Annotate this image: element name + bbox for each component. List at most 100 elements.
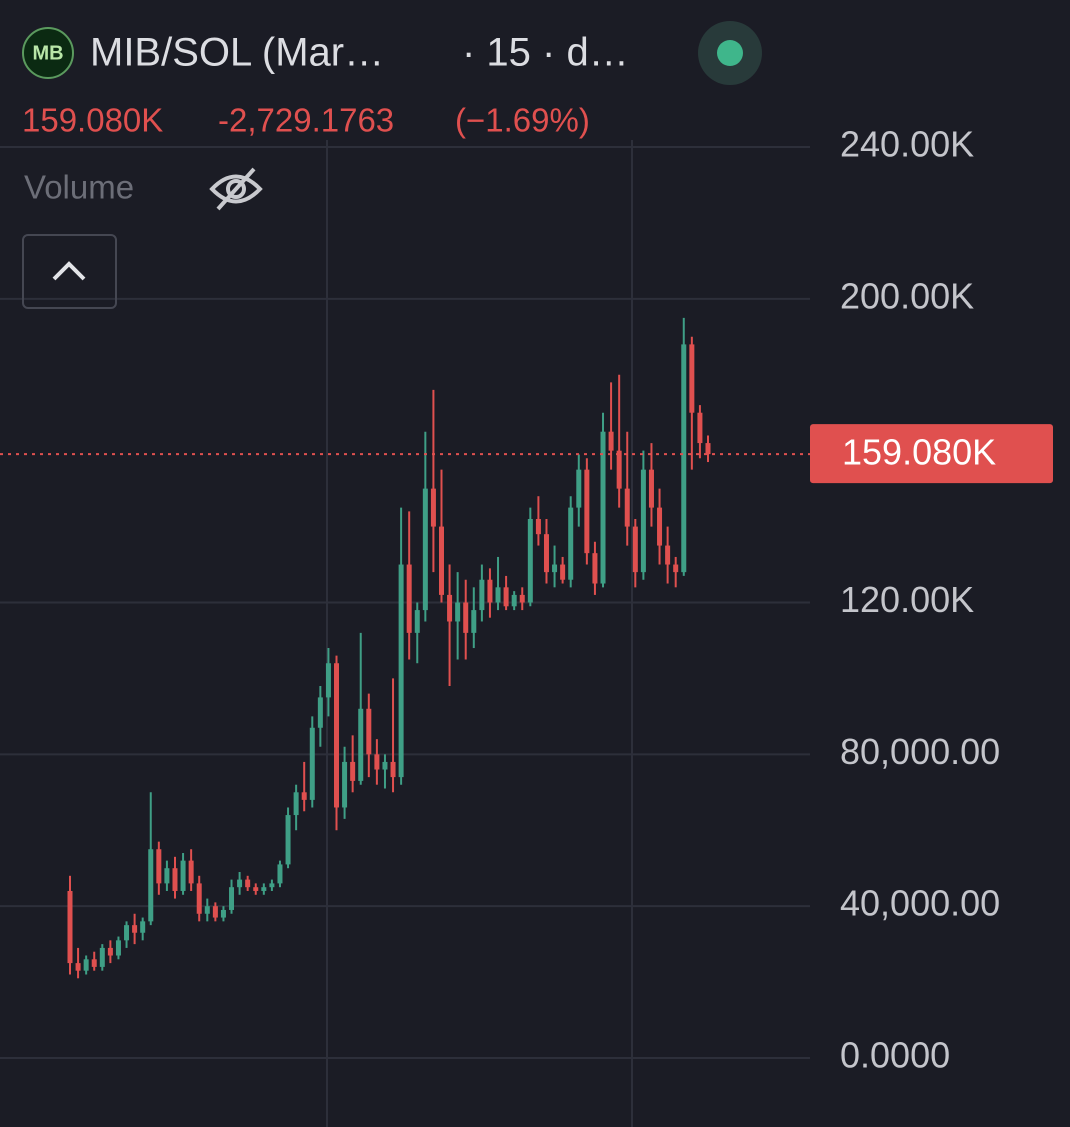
interval: · 15 · d… [462, 31, 629, 75]
candle-body [245, 879, 251, 888]
last-price-badge [810, 424, 1053, 484]
candle-body [67, 890, 73, 964]
candle-body [293, 792, 299, 816]
candle-body [422, 488, 428, 611]
change-pct: (−1.69%) [455, 102, 590, 139]
candle-body [156, 849, 162, 884]
candle-body [632, 526, 638, 573]
candle-body [382, 761, 388, 770]
chevron-up [52, 261, 86, 281]
candle-body [455, 602, 461, 622]
collapse-button[interactable] [22, 234, 117, 309]
change: -2,729.1763 [218, 102, 394, 139]
candle-body [237, 879, 243, 888]
candle-body [350, 761, 356, 781]
candle-body [229, 887, 235, 910]
last-price: 159.080K [22, 102, 163, 139]
candle-body [148, 849, 154, 922]
candle-body [705, 443, 711, 455]
candle-body [164, 868, 170, 884]
candle-body [390, 761, 396, 778]
candle-body [438, 526, 444, 595]
candle-body [608, 431, 614, 451]
y-tick-label: 80,000.00 [840, 731, 1000, 772]
candle-body [503, 587, 509, 607]
candle-body [220, 909, 226, 918]
candle-body [91, 959, 97, 967]
candle-body [665, 545, 671, 565]
y-tick-label: 120.00K [840, 579, 974, 620]
hide-icon[interactable] [209, 167, 263, 211]
y-tick-label: 0.0000 [840, 1035, 950, 1076]
candle-body [624, 488, 630, 527]
candle-body [543, 534, 549, 573]
candle-body [172, 868, 178, 891]
symbol-icon-text: MB [32, 42, 63, 64]
candle-body [398, 564, 404, 778]
indicator-label: Volume [24, 169, 134, 206]
candle-body [132, 925, 138, 933]
candle-body [495, 587, 501, 603]
candle-body [616, 450, 622, 489]
candle-body [648, 469, 654, 508]
y-tick-label: 40,000.00 [840, 883, 1000, 924]
candle-body [253, 887, 259, 891]
candle-body [115, 940, 121, 956]
candle-body [414, 610, 420, 633]
chart-title: MIB/SOL (Mar… [90, 31, 384, 75]
candle-body [681, 344, 687, 573]
candle-body [519, 594, 525, 603]
candle-body [301, 792, 307, 800]
candle-body [309, 727, 315, 800]
candle-body [374, 754, 380, 770]
candle-body [196, 883, 202, 914]
candle-body [600, 431, 606, 584]
candle-body [406, 564, 412, 633]
candle-body [463, 602, 469, 633]
candle-body [640, 469, 646, 573]
plot [67, 317, 711, 979]
candle-body [511, 594, 517, 607]
candle-body [657, 507, 663, 546]
last-price-label: 159.080K [842, 432, 996, 473]
status-dot [717, 40, 743, 66]
candle-body [99, 947, 105, 967]
candle-body [447, 594, 453, 622]
candle-body [83, 959, 89, 971]
candle-body [358, 708, 364, 781]
symbol-icon [22, 27, 74, 79]
candle-body [317, 697, 323, 728]
candle-body [673, 564, 679, 573]
candle-body [269, 883, 275, 888]
candle-body [697, 412, 703, 444]
candle-body [107, 947, 113, 956]
candle-body [471, 610, 477, 633]
candle-body [527, 518, 533, 603]
candle-body [75, 963, 81, 971]
candle-body [204, 906, 210, 914]
candle-body [325, 663, 331, 698]
candle-body [430, 488, 436, 527]
candle-body [592, 553, 598, 584]
candle-body [277, 864, 283, 884]
grid [0, 140, 810, 1127]
candle-body [342, 761, 348, 808]
candle-body [535, 518, 541, 535]
candle-body [334, 663, 340, 808]
candle-body [479, 579, 485, 611]
candle-body [261, 887, 267, 891]
candle-body [576, 469, 582, 508]
candle-body [180, 860, 186, 891]
y-tick-label: 240.00K [840, 124, 974, 165]
candle-body [366, 708, 372, 755]
candle-body [188, 860, 194, 884]
candle-body [212, 906, 218, 918]
candle-body [584, 469, 590, 554]
candle-body [285, 815, 291, 865]
candle-body [140, 921, 146, 933]
candle-body [689, 344, 695, 413]
candle-body [487, 579, 493, 603]
candle-body [552, 564, 558, 573]
